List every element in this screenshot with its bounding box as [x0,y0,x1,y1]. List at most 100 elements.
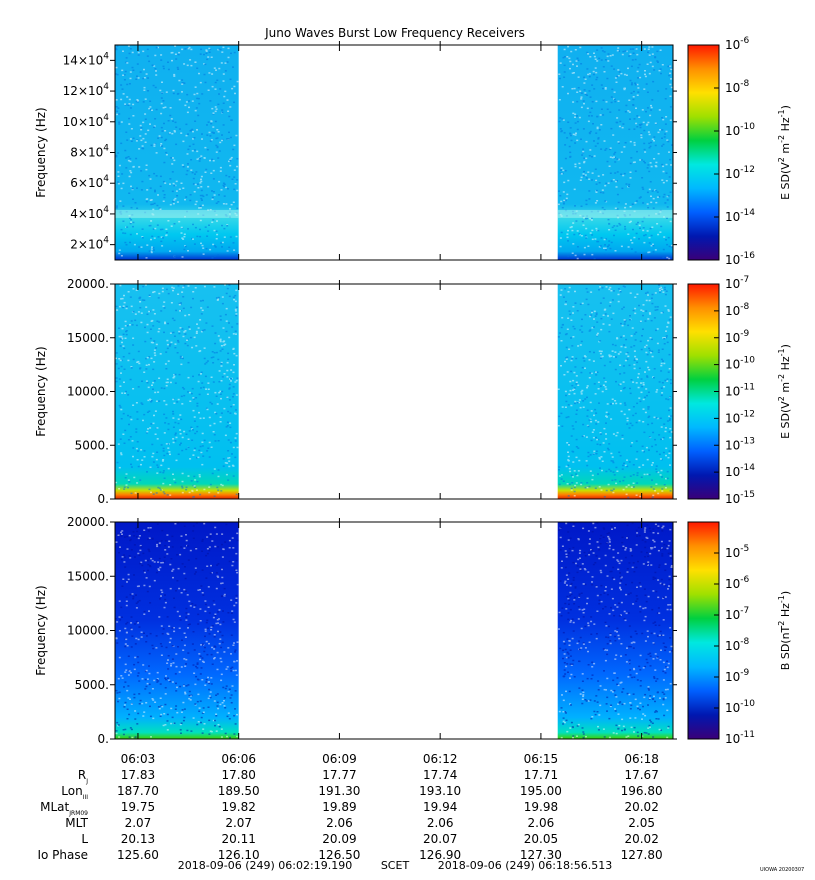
ephemeris-row-label: Io Phase [37,848,88,862]
ephemeris-value: 2.06 [326,816,353,830]
spectrogram-texture [115,522,239,739]
chart-title: Juno Waves Burst Low Frequency Receivers [264,26,525,40]
spectrogram-texture [115,284,239,498]
y-tick-label: 2×104 [70,236,109,252]
x-tick-label: 06:09 [322,752,357,766]
ephemeris-value: 17.67 [624,768,658,782]
y-tick-label: 5000. [75,438,109,452]
y-tick-label: 5000. [75,678,109,692]
colorbar-tick-label: 10-10 [725,356,755,372]
ephemeris-value: 195.00 [520,784,562,798]
spectrogram-interval-1 [115,45,239,260]
ephemeris-value: 191.30 [318,784,360,798]
footer-scet: SCET [381,859,410,872]
ephemeris-value: 125.60 [117,848,159,862]
x-tick-label: 06:03 [121,752,156,766]
spectrogram-texture [557,284,673,499]
colorbar-tick-label: 10-8 [725,302,750,318]
y-tick-label: 12×104 [63,82,110,98]
y-tick-label: 6×104 [70,174,109,190]
ephemeris-value: 20.02 [624,832,658,846]
colorbar-tick-label: 10-6 [725,36,750,52]
y-tick-label: 15000. [67,331,109,345]
spectrogram-texture [558,522,673,739]
y-tick-label: 4×104 [70,205,109,221]
ephemeris-value: 19.75 [121,800,155,814]
ephemeris-row-label: L [81,832,88,846]
panel-3: 0. 5000. 10000. 15000. 20000. Frequency (Hz) 1… [34,515,792,746]
colorbar-label: B SD(nT2 Hz-1) [777,591,792,670]
colorbar [687,44,720,261]
band-feature [557,209,673,218]
ephemeris-row-label: RJ [78,768,88,785]
ephemeris-value: 2.05 [628,816,655,830]
ephemeris-value: 2.07 [225,816,252,830]
y-tick-label: 10000. [67,624,109,638]
ephemeris-value: 2.07 [125,816,152,830]
y-tick-label: 0. [98,492,109,506]
ephemeris-value: 19.82 [222,800,256,814]
y-axis-label: Frequency (Hz) [34,585,48,676]
colorbar [687,521,720,740]
colorbar-tick-label: 10-7 [725,606,749,622]
colorbar-label: E SD(V2 m-2 Hz-1) [777,105,792,200]
spectrogram-texture [115,45,239,259]
colorbar-tick-label: 10-10 [725,122,755,138]
ephemeris-value: 127.30 [520,848,562,862]
ephemeris-row-label: MLT [65,816,88,830]
ephemeris-value: 126.50 [318,848,360,862]
ephemeris-value: 126.90 [419,848,461,862]
colorbar-tick-label: 10-7 [725,275,749,291]
colorbar-tick-label: 10-11 [725,730,755,746]
y-tick-label: 10000. [67,385,109,399]
ephemeris-value: 17.80 [222,768,256,782]
ephemeris-table: RJ 17.83 17.80 17.77 17.74 17.71 17.67 LonIII 18… [37,768,662,862]
ephemeris-value: 20.07 [423,832,457,846]
colorbar-label: E SD(V2 m-2 Hz-1) [777,344,792,439]
ephemeris-row-label: LonIII [61,784,88,801]
ephemeris-value: 19.98 [524,800,558,814]
ephemeris-value: 17.83 [121,768,155,782]
y-tick-label: 10×104 [63,113,110,129]
ephemeris-value: 17.77 [322,768,356,782]
y-tick-label: 14×104 [63,51,110,67]
ephemeris-value: 127.80 [621,848,663,862]
ephemeris-value: 20.11 [222,832,256,846]
colorbar-tick-label: 10-5 [725,544,749,560]
y-tick-label: 8×104 [70,144,109,160]
ephemeris-row-label: MLatJRM09 [40,800,88,817]
ephemeris-value: 189.50 [218,784,260,798]
colorbar-tick-label: 10-11 [725,383,755,399]
colorbar-tick-label: 10-16 [725,251,755,267]
ephemeris-value: 20.13 [121,832,155,846]
footer-end-time: 2018-09-06 (249) 06:18:56.513 [438,859,612,872]
ephemeris-value: 2.06 [427,816,454,830]
y-axis-label: Frequency (Hz) [34,107,48,198]
ephemeris-value: 196.80 [621,784,663,798]
colorbar-tick-label: 10-6 [725,575,750,591]
footer-start-time: 2018-09-06 (249) 06:02:19.190 [178,859,352,872]
ephemeris-value: 2.06 [528,816,555,830]
colorbar-tick-label: 10-8 [725,637,750,653]
colorbar-tick-label: 10-8 [725,79,750,95]
ephemeris-value: 19.94 [423,800,457,814]
y-tick-label: 20000. [67,277,109,291]
colorbar-tick-label: 10-9 [725,329,750,345]
x-tick-label: 06:12 [423,752,458,766]
ephemeris-value: 20.05 [524,832,558,846]
ephemeris-value: 19.89 [322,800,356,814]
colorbar-tick-label: 10-12 [725,165,755,181]
panel-1: 2×104 4×104 6×104 8×104 10×104 12×104 14×104 Fr… [34,36,792,267]
footer-stamp: UIOWA 20200307 [760,867,804,873]
colorbar-tick-label: 10-12 [725,409,755,425]
y-tick-label: 0. [98,732,109,746]
colorbar-tick-label: 10-13 [725,436,755,452]
colorbar-tick-label: 10-15 [725,490,755,506]
panels: 2×104 4×104 6×104 8×104 10×104 12×104 14×104 Fr… [34,36,792,746]
band-feature [115,209,239,218]
ephemeris-value: 126.10 [218,848,260,862]
ephemeris-value: 20.02 [624,800,658,814]
ephemeris-value: 17.74 [423,768,457,782]
ephemeris-value: 187.70 [117,784,159,798]
colorbar-tick-label: 10-10 [725,699,755,715]
